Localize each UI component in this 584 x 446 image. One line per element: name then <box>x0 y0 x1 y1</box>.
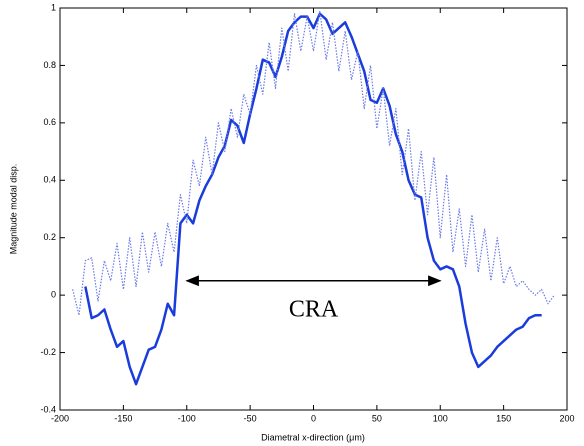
x-tick-label: -200 <box>51 413 69 423</box>
y-tick-label: -0.4 <box>40 404 56 414</box>
x-tick-label: -100 <box>178 413 196 423</box>
y-tick-label: 1 <box>51 2 56 12</box>
x-tick-label: 50 <box>372 413 382 423</box>
solid-line <box>84 12 542 386</box>
dotted-line <box>72 10 555 316</box>
y-tick-label: 0 <box>51 290 56 300</box>
x-tick-label: 100 <box>433 413 448 423</box>
x-tick-label: 150 <box>496 413 511 423</box>
y-tick-label: 0.6 <box>43 117 56 127</box>
x-axis-label: Diametral x-direction (μm) <box>261 432 365 442</box>
cra-label: CRA <box>289 296 339 322</box>
x-tick-label: 0 <box>311 413 316 423</box>
y-axis-label: Magnitude modal disp. <box>8 164 18 255</box>
x-tick-label: 200 <box>559 413 574 423</box>
x-tick-label: -50 <box>244 413 257 423</box>
y-tick-label: 0.8 <box>43 60 56 70</box>
y-tick-label: -0.2 <box>40 347 56 357</box>
y-tick-label: 0.4 <box>43 175 56 185</box>
x-tick-label: -150 <box>114 413 132 423</box>
plot-frame <box>59 7 568 411</box>
y-tick-label: 0.2 <box>43 232 56 242</box>
